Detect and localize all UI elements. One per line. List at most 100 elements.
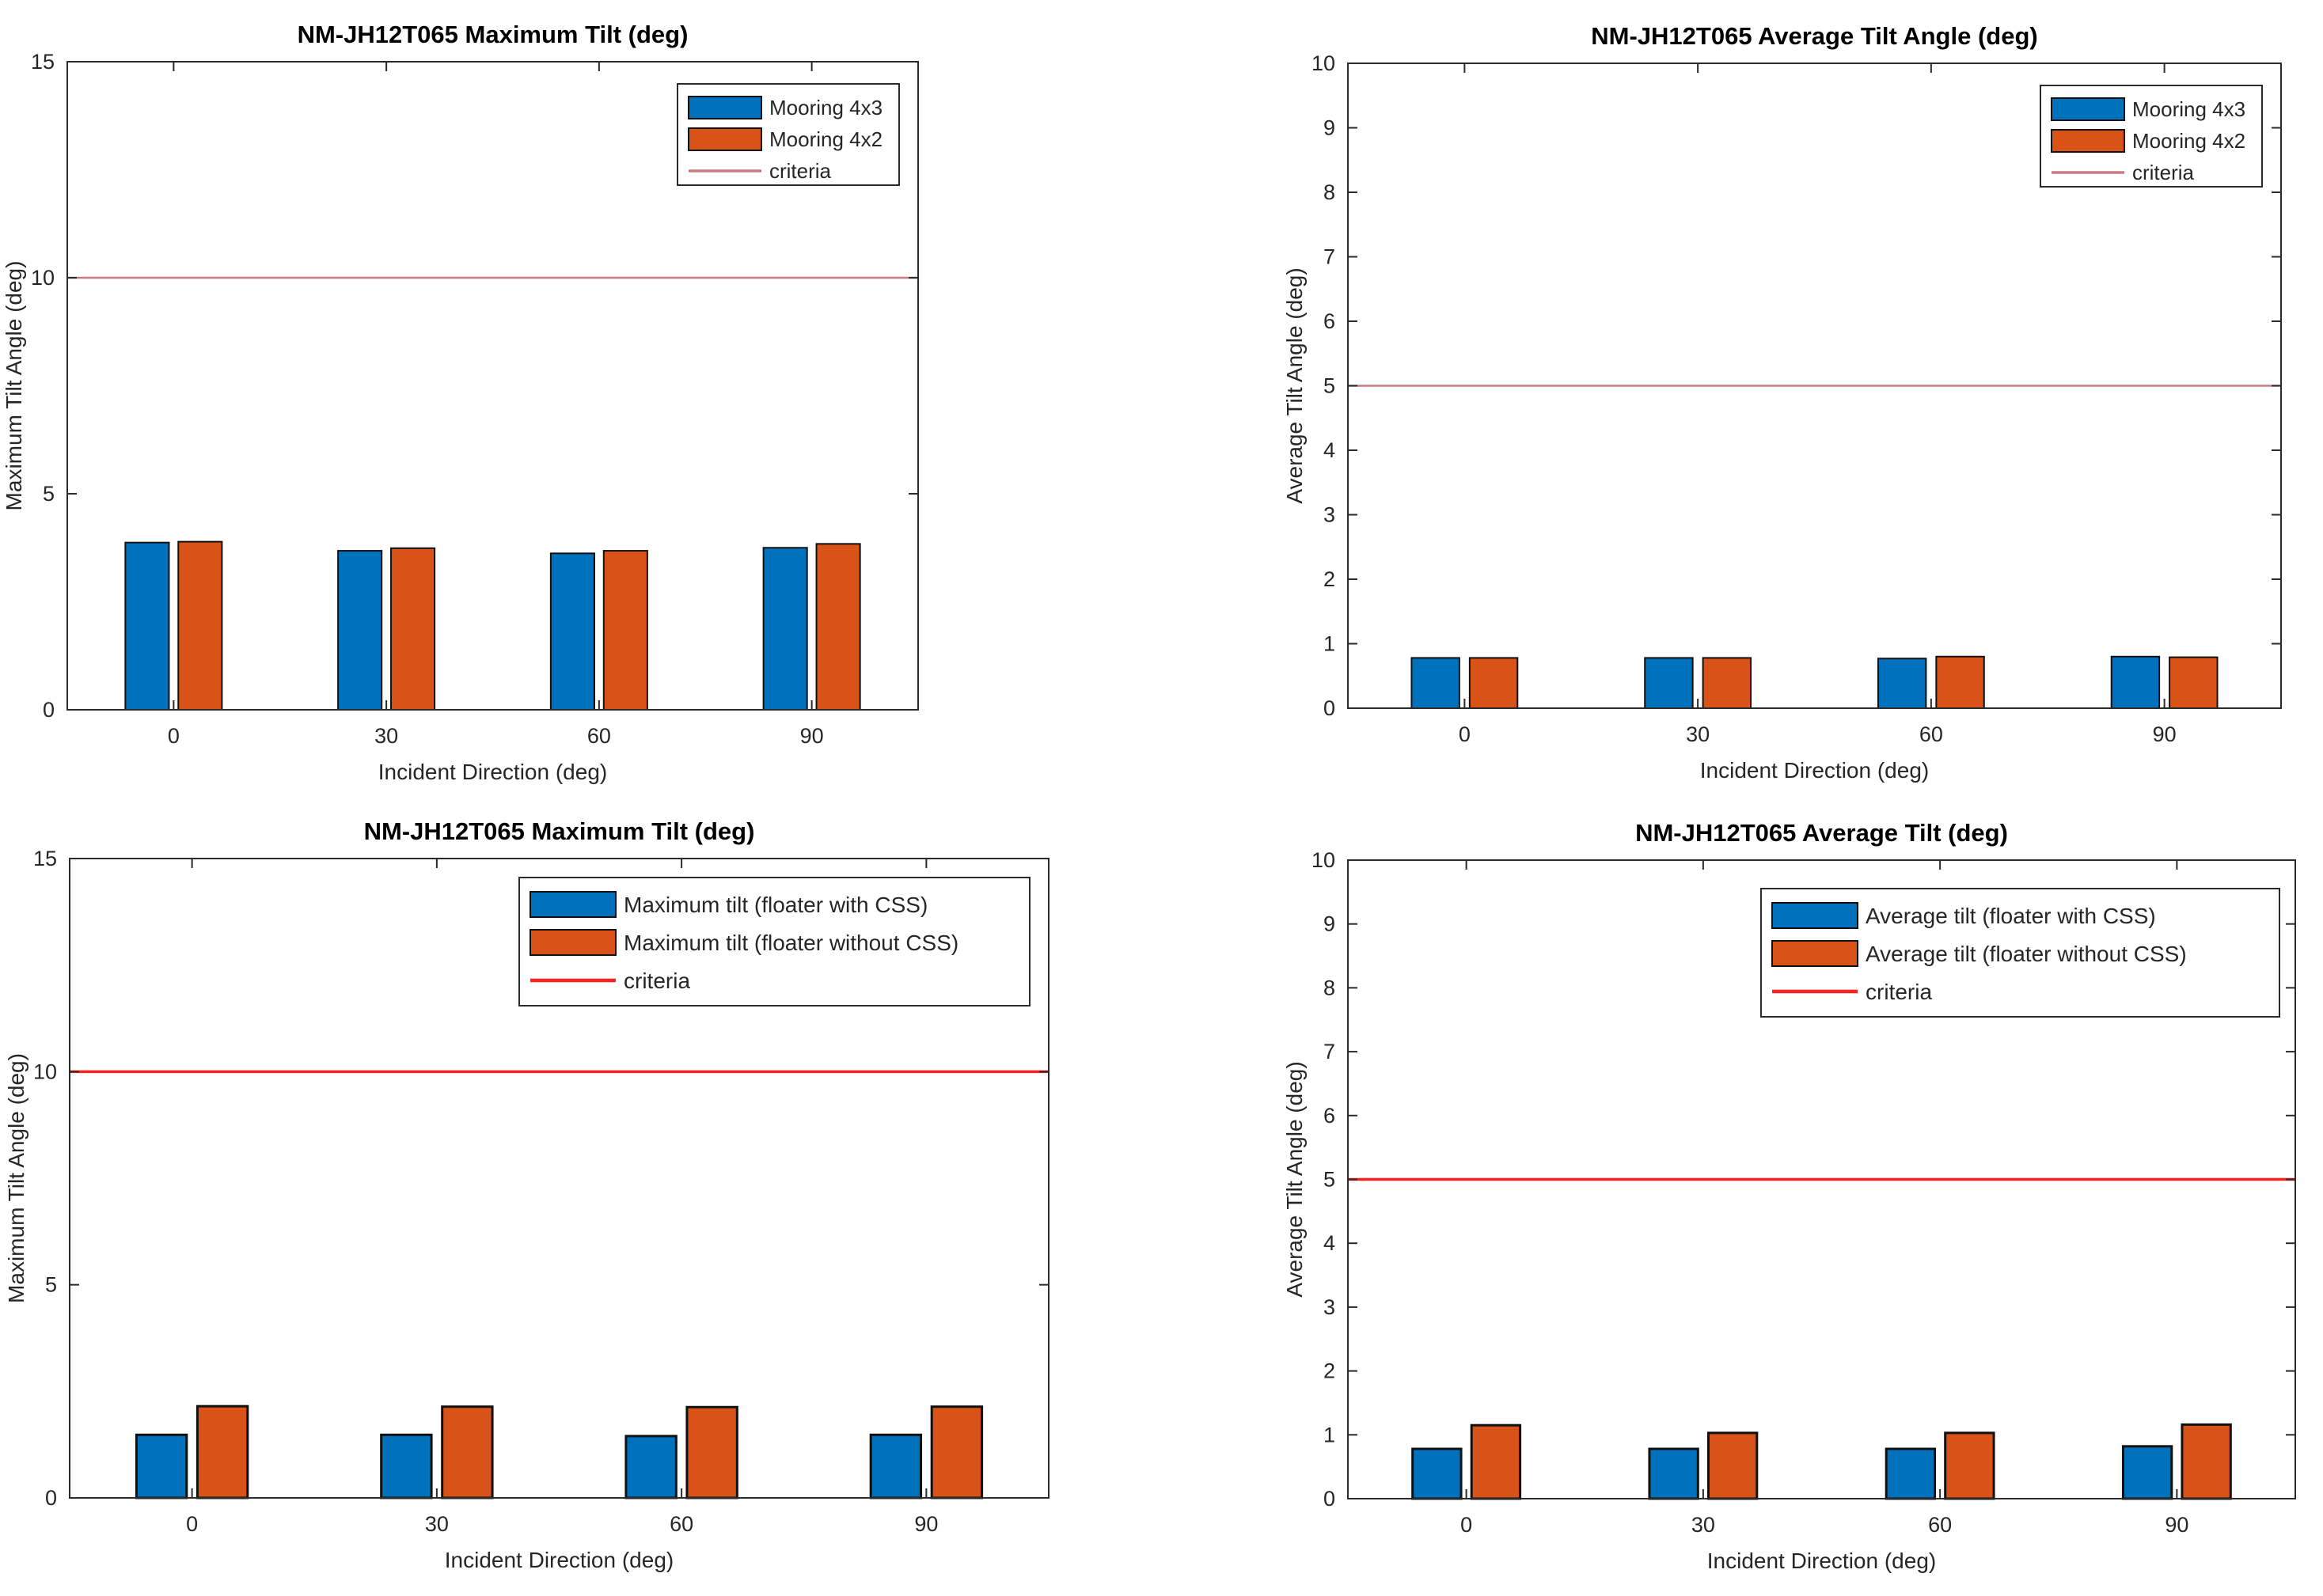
x-tick-label: 30 (1686, 722, 1710, 746)
x-tick-label: 60 (1919, 722, 1943, 746)
y-tick-label: 2 (1323, 1359, 1335, 1383)
legend-label: criteria (624, 969, 690, 993)
legend-label: criteria (1866, 980, 1932, 1004)
bar (869, 1433, 923, 1499)
legend-swatch (530, 929, 617, 956)
bar (1702, 657, 1752, 709)
y-tick-label: 7 (1323, 1040, 1335, 1063)
x-tick-label: 90 (2165, 1513, 2188, 1537)
y-axis-label: Maximum Tilt Angle (deg) (2, 261, 26, 511)
bar (1410, 657, 1460, 709)
x-axis-label: Incident Direction (deg) (1700, 758, 1929, 783)
legend-label: Average tilt (floater with CSS) (1866, 904, 2156, 928)
y-tick-label: 8 (1323, 180, 1335, 204)
y-tick-label: 9 (1323, 912, 1335, 936)
bar (1411, 1447, 1463, 1500)
legend-swatch (688, 127, 762, 151)
y-tick-label: 10 (33, 1060, 57, 1083)
y-tick-label: 0 (45, 1486, 57, 1510)
bar (2181, 1423, 2232, 1500)
y-tick-label: 2 (1323, 567, 1335, 591)
bar (1885, 1447, 1937, 1500)
bar (549, 552, 595, 711)
y-tick-label: 3 (1323, 1295, 1335, 1319)
legend-label: Mooring 4x2 (2132, 129, 2245, 153)
x-tick-label: 0 (1459, 722, 1471, 746)
legend: Maximum tilt (floater with CSS) Maximum t… (518, 877, 1031, 1007)
bar (2121, 1445, 2173, 1500)
x-tick-label: 30 (374, 724, 398, 748)
bar (2169, 656, 2219, 709)
legend-swatch (1771, 940, 1858, 967)
x-tick-label: 60 (587, 724, 611, 748)
legend-label: criteria (769, 159, 832, 183)
y-tick-label: 0 (1323, 1487, 1335, 1511)
bar (1470, 1424, 1522, 1500)
y-tick-label: 5 (45, 1273, 57, 1297)
y-tick-label: 1 (1323, 632, 1335, 656)
legend-swatch (1771, 902, 1858, 929)
y-tick-label: 0 (1323, 696, 1335, 720)
subplot-top-right: 0 30 60 90 0 1 2 3 4 5 6 7 8 9 10 NM-JH12T065 Average T… (1282, 22, 2282, 783)
bar (1877, 658, 1927, 709)
subplot-top-left: 0 30 60 90 0 5 10 15 NM-JH12T065 Maximum Tilt (d… (2, 21, 919, 784)
x-tick-label: 60 (1928, 1513, 1952, 1537)
bar (1706, 1431, 1759, 1500)
y-tick-label: 5 (43, 482, 55, 506)
y-axis-label: Average Tilt Angle (deg) (1282, 267, 1307, 503)
bar (1648, 1447, 1699, 1500)
y-tick-label: 10 (31, 266, 55, 290)
bar (815, 543, 861, 711)
bar (441, 1405, 494, 1499)
bar (195, 1405, 249, 1499)
chart-title: NM-JH12T065 Maximum Tilt (deg) (298, 21, 689, 48)
bar (685, 1405, 738, 1499)
y-tick-label: 6 (1323, 309, 1335, 333)
bar (2110, 655, 2161, 709)
y-tick-label: 9 (1323, 116, 1335, 140)
axes-box (66, 61, 919, 711)
legend: Mooring 4x3 Mooring 4x2 criteria (677, 83, 900, 186)
x-axis-label: Incident Direction (deg) (378, 760, 607, 784)
axes-box (69, 858, 1050, 1499)
y-tick-label: 0 (43, 698, 55, 722)
chart-title: NM-JH12T065 Maximum Tilt (deg) (364, 817, 755, 845)
subplot-bottom-left: 0 30 60 90 0 5 10 15 NM-JH12T065 Maximum Tilt (d… (4, 817, 1050, 1572)
y-tick-label: 4 (1323, 438, 1335, 462)
y-tick-label: 10 (1311, 51, 1335, 75)
bar (177, 540, 223, 711)
y-axis-label: Average Tilt Angle (deg) (1282, 1061, 1307, 1297)
chart-title: NM-JH12T065 Average Tilt Angle (deg) (1591, 22, 2037, 50)
x-axis-label: Incident Direction (deg) (1707, 1549, 1936, 1573)
y-tick-label: 8 (1323, 976, 1335, 999)
legend-label: criteria (2132, 161, 2195, 184)
subplot-bottom-right: 0 30 60 90 0 1 2 3 4 5 6 7 8 9 10 NM-JH12T065 Average T… (1282, 819, 2296, 1573)
y-tick-label: 15 (33, 847, 57, 870)
chart-title: NM-JH12T065 Average Tilt (deg) (1635, 819, 2008, 847)
legend-label: Maximum tilt (floater with CSS) (624, 893, 928, 917)
x-tick-label: 60 (670, 1512, 693, 1536)
legend-swatch (530, 891, 617, 918)
y-tick-label: 10 (1311, 848, 1335, 872)
y-tick-label: 1 (1323, 1423, 1335, 1446)
y-tick-label: 5 (1323, 374, 1335, 398)
legend-swatch (688, 96, 762, 119)
legend-swatch (2051, 129, 2125, 153)
legend-swatch (2051, 97, 2125, 121)
bar (1944, 1431, 1995, 1500)
legend-label: Mooring 4x2 (769, 127, 883, 151)
bar (390, 547, 436, 711)
bar (337, 550, 383, 711)
bar (1468, 657, 1519, 709)
y-tick-label: 5 (1323, 1168, 1335, 1192)
legend-label: Mooring 4x3 (769, 96, 883, 119)
x-tick-label: 0 (1460, 1513, 1472, 1537)
bar (1644, 657, 1694, 709)
bar (1935, 655, 1985, 709)
x-tick-label: 30 (425, 1512, 449, 1536)
legend: Average tilt (floater with CSS) Average t… (1760, 888, 2280, 1018)
x-axis-label: Incident Direction (deg) (445, 1548, 674, 1572)
x-tick-label: 90 (914, 1512, 938, 1536)
